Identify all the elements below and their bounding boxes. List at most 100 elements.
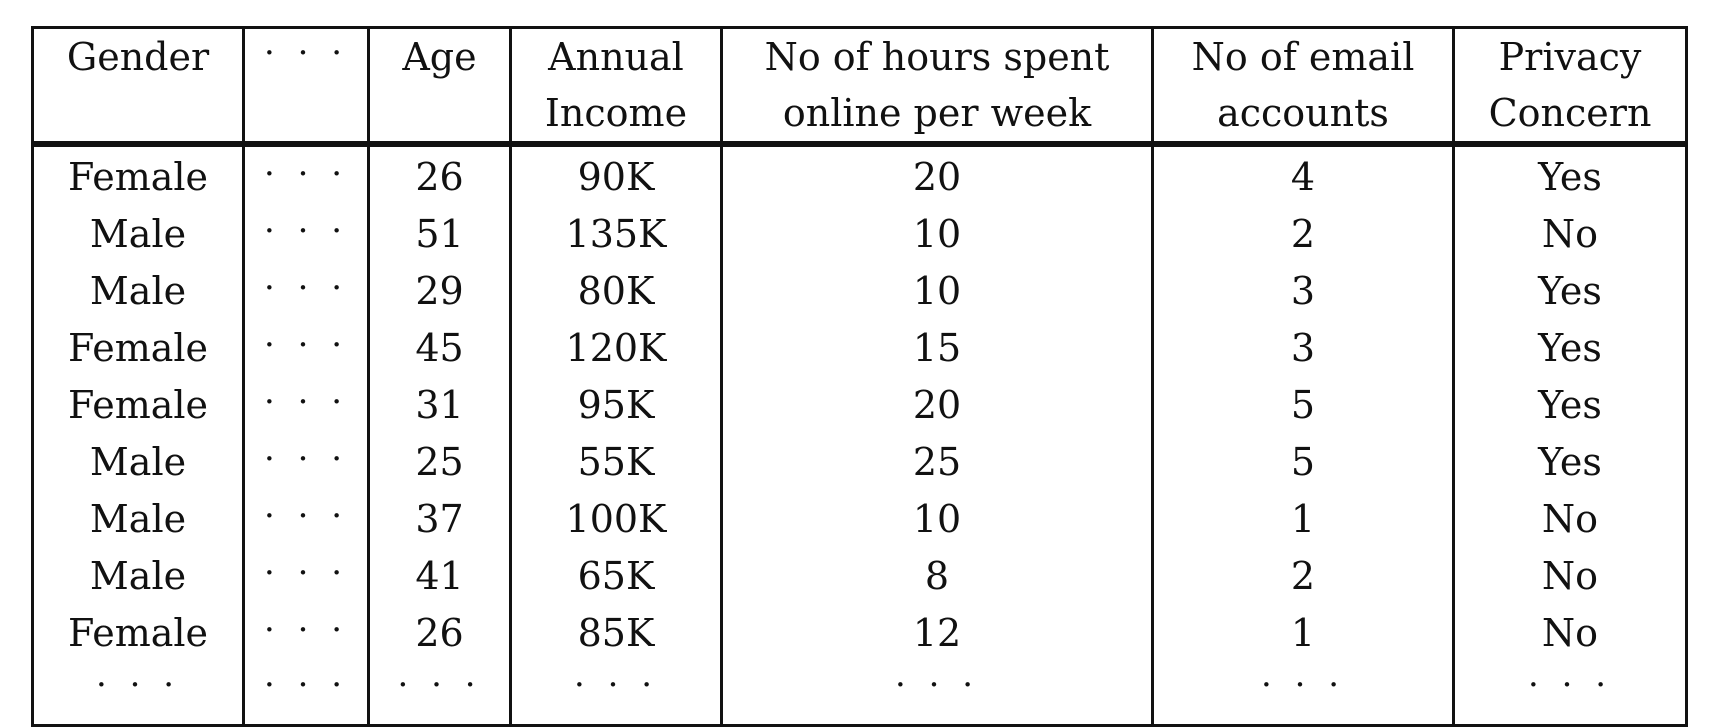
table-cell-email-accounts: 3 (1151, 320, 1455, 377)
column-header-hours-online: No of hours spent online per week (720, 27, 1154, 147)
table-cell-omitted: · · · (242, 662, 370, 726)
cell-value: · · · (95, 665, 181, 705)
table-cell-hours-online: 10 (720, 491, 1154, 548)
column-header-text: Gender (66, 35, 210, 79)
cell-value: 20 (912, 383, 962, 427)
column-header-text: No of email (1191, 35, 1415, 79)
cell-value: 12 (912, 611, 962, 655)
table-cell-hours-online: 12 (720, 605, 1154, 662)
cell-value: 41 (415, 554, 464, 598)
column-header-text: · · · (263, 33, 349, 73)
cell-value: 2 (1290, 554, 1316, 598)
table-row: Male · · · 29 80K 10 3 Yes (31, 263, 1688, 320)
cell-value: · · · (573, 665, 659, 705)
cell-value: Yes (1538, 383, 1602, 427)
table-cell-privacy-concern: Yes (1452, 263, 1688, 320)
column-header-text: Income (544, 91, 688, 135)
table-cell-age: 45 (367, 320, 512, 377)
cell-value: · · · (1527, 665, 1613, 705)
table-cell-annual-income: 120K (509, 320, 723, 377)
table-row: Male · · · 25 55K 25 5 Yes (31, 434, 1688, 491)
cell-value: 100K (565, 497, 667, 541)
cell-value: 26 (415, 155, 464, 199)
cell-value: · · · (1260, 665, 1346, 705)
cell-value: Female (67, 155, 209, 199)
column-header-text: No of hours spent (764, 35, 1110, 79)
column-header-text: Age (402, 35, 477, 79)
cell-value: · · · (894, 665, 980, 705)
cell-value: Male (89, 554, 187, 598)
table-cell-annual-income: 80K (509, 263, 723, 320)
table-cell-omitted: · · · (242, 320, 370, 377)
cell-value: 85K (577, 611, 655, 655)
table-cell-hours-online: 10 (720, 263, 1154, 320)
table-cell-annual-income: 95K (509, 377, 723, 434)
cell-value: · · · (263, 553, 349, 593)
table-cell-age: 41 (367, 548, 512, 605)
cell-value: 51 (415, 212, 464, 256)
column-header-text: online per week (782, 91, 1092, 135)
table-cell-privacy-concern: No (1452, 605, 1688, 662)
table-cell-gender: Female (31, 144, 245, 206)
cell-value: No (1541, 554, 1599, 598)
cell-value: 25 (912, 440, 962, 484)
table-cell-gender: Male (31, 263, 245, 320)
cell-value: 95K (577, 383, 655, 427)
column-header-text: Annual (548, 35, 684, 79)
cell-value: 8 (924, 554, 950, 598)
cell-value: 31 (415, 383, 464, 427)
column-header-text: accounts (1217, 91, 1389, 135)
cell-value: 10 (912, 269, 962, 313)
table-cell-age: 26 (367, 144, 512, 206)
cell-value: No (1541, 611, 1599, 655)
table-cell-privacy-concern: · · · (1452, 662, 1688, 726)
cell-value: 3 (1290, 269, 1316, 313)
table-cell-gender: Female (31, 320, 245, 377)
cell-value: 65K (577, 554, 655, 598)
column-header-email-accounts: No of email accounts (1151, 27, 1455, 147)
table-cell-omitted: · · · (242, 206, 370, 263)
cell-value: 26 (415, 611, 464, 655)
table-cell-omitted: · · · (242, 263, 370, 320)
table-cell-omitted: · · · (242, 434, 370, 491)
cell-value: No (1541, 497, 1599, 541)
cell-value: 5 (1290, 440, 1316, 484)
cell-value: Female (67, 383, 209, 427)
table-cell-age: 26 (367, 605, 512, 662)
table-cell-omitted: · · · (242, 491, 370, 548)
table-row: Female · · · 26 85K 12 1 No (31, 605, 1688, 662)
cell-value: Male (89, 269, 187, 313)
table-cell-hours-online: · · · (720, 662, 1154, 726)
table-cell-email-accounts: 2 (1151, 548, 1455, 605)
table-row: · · · · · · · · · · · · · · · · · · · · · (31, 662, 1688, 726)
cell-value: 15 (912, 326, 962, 370)
table-cell-age: 51 (367, 206, 512, 263)
column-header-gender: Gender (31, 27, 245, 147)
table-row: Female · · · 45 120K 15 3 Yes (31, 320, 1688, 377)
table-cell-gender: Male (31, 434, 245, 491)
cell-value: No (1541, 212, 1599, 256)
table-cell-age: · · · (367, 662, 512, 726)
cell-value: 1 (1290, 497, 1316, 541)
table-cell-hours-online: 8 (720, 548, 1154, 605)
table-row: Male · · · 37 100K 10 1 No (31, 491, 1688, 548)
table-cell-annual-income: · · · (509, 662, 723, 726)
cell-value: 45 (415, 326, 464, 370)
cell-value: · · · (263, 496, 349, 536)
cell-value: · · · (263, 268, 349, 308)
survey-data-table: Gender · · · Age Annual Income No of hours sp… (31, 26, 1688, 727)
cell-value: Yes (1538, 440, 1602, 484)
cell-value: Male (89, 497, 187, 541)
table-cell-omitted: · · · (242, 377, 370, 434)
table-cell-email-accounts: 5 (1151, 434, 1455, 491)
table-cell-omitted: · · · (242, 548, 370, 605)
table-cell-age: 37 (367, 491, 512, 548)
cell-value: · · · (263, 211, 349, 251)
table-cell-gender: Male (31, 206, 245, 263)
table-cell-hours-online: 25 (720, 434, 1154, 491)
cell-value: 80K (577, 269, 655, 313)
table-cell-hours-online: 20 (720, 144, 1154, 206)
cell-value: 20 (912, 155, 962, 199)
table-cell-email-accounts: 1 (1151, 605, 1455, 662)
table-cell-email-accounts: 1 (1151, 491, 1455, 548)
